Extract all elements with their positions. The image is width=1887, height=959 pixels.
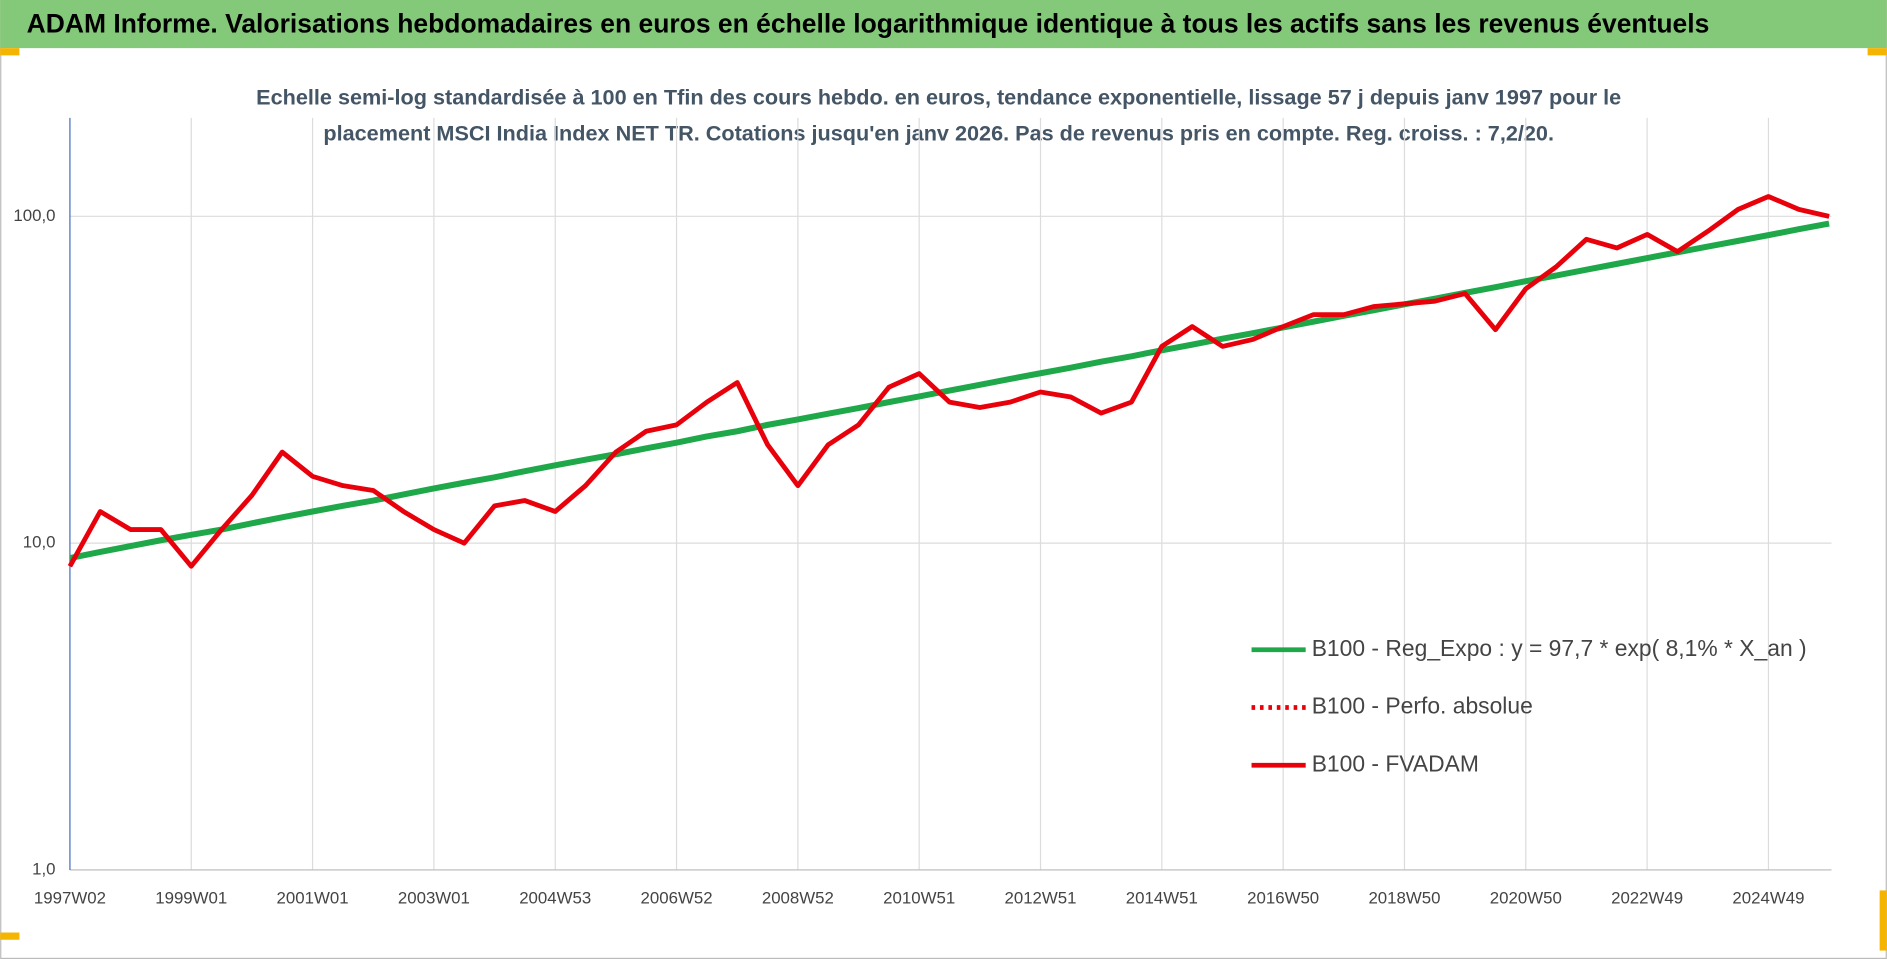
x-tick-label: 1997W02	[34, 888, 106, 907]
legend-label: B100 - FVADAM	[1312, 750, 1479, 776]
x-tick-label: 2024W49	[1732, 888, 1804, 907]
x-tick-label: 2020W50	[1490, 888, 1562, 907]
x-tick-label: 2001W01	[277, 888, 349, 907]
header-bar	[0, 0, 1887, 49]
subtitle: placement MSCI India Index NET TR. Cotat…	[323, 120, 1554, 145]
x-tick-label: 2010W51	[883, 888, 955, 907]
x-tick-label: 2003W01	[398, 888, 470, 907]
x-tick-label: 2008W52	[762, 888, 834, 907]
x-tick-label: 2004W53	[519, 888, 591, 907]
x-tick-label: 2012W51	[1004, 888, 1076, 907]
y-tick-label: 10,0	[23, 533, 56, 552]
legend-label: B100 - Perfo. absolue	[1312, 693, 1533, 719]
y-tick-label: 100,0	[13, 206, 55, 225]
legend-label: B100 - Reg_Expo : y = 97,7 * exp( 8,1% *…	[1312, 635, 1807, 661]
corner	[1879, 890, 1887, 951]
chart-title: ADAM Informe. Valorisations hebdomadaire…	[27, 8, 1710, 38]
x-tick-label: 2014W51	[1126, 888, 1198, 907]
x-tick-label: 1999W01	[155, 888, 227, 907]
series-line	[67, 194, 1830, 569]
x-tick-label: 2016W50	[1247, 888, 1319, 907]
x-tick-label: 2006W52	[641, 888, 713, 907]
corner	[0, 48, 20, 56]
subtitle: Echelle semi-log standardisée à 100 en T…	[256, 84, 1621, 109]
corner	[1867, 48, 1887, 56]
y-tick-label: 1,0	[32, 859, 55, 878]
x-tick-label: 2018W50	[1368, 888, 1440, 907]
corner	[0, 932, 20, 940]
x-tick-label: 2022W49	[1611, 888, 1683, 907]
